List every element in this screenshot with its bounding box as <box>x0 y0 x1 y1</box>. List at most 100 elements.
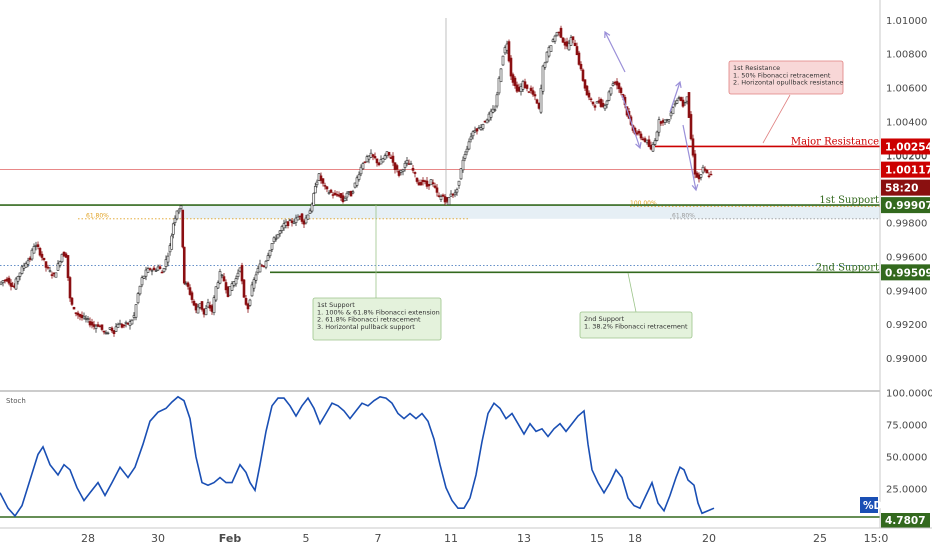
candle-body <box>268 249 272 257</box>
candle-body <box>419 182 423 186</box>
candle-body <box>349 190 353 197</box>
candle-body <box>363 161 367 163</box>
time-tick-label: 7 <box>375 532 382 545</box>
candle-body <box>583 79 587 89</box>
candle-body <box>709 173 713 176</box>
candle-body <box>222 276 226 282</box>
annotation-pointer <box>762 94 791 144</box>
level-badge-bg <box>881 264 930 281</box>
candle-body <box>110 327 114 332</box>
candle-body <box>351 191 355 194</box>
countdown-badge-bg <box>881 179 930 196</box>
annotation-box <box>312 297 442 341</box>
price-pane[interactable]: 61.80%100.00%61.80% Major Resistance1st … <box>0 18 880 341</box>
candle-body <box>312 193 316 206</box>
annotation-line: 2. Horizontal opullback resistance <box>733 79 843 87</box>
candle-body <box>391 155 395 163</box>
candle-body <box>457 180 461 186</box>
candle-body <box>437 195 441 197</box>
candle-body <box>569 37 573 46</box>
annotation-pointer <box>627 272 637 313</box>
candle-body <box>171 223 175 235</box>
price-tick-ghost: 1.00200 <box>886 152 927 163</box>
candle-body <box>675 100 679 104</box>
candle-body <box>96 324 100 327</box>
candle-body <box>467 141 471 150</box>
candle-body <box>18 272 22 277</box>
candle-body <box>56 263 60 271</box>
candle-body <box>120 324 124 328</box>
candle-body <box>236 272 240 277</box>
annotation-title: 1st Resistance <box>733 64 780 72</box>
candle-body <box>266 255 270 261</box>
fib-label: 61.80% <box>86 212 109 219</box>
candle-body <box>250 284 254 297</box>
projection-arrow-up-2-head <box>675 80 682 89</box>
candle-body <box>539 88 543 113</box>
candle-body <box>126 322 130 325</box>
time-axis[interactable]: 28 30 Feb 5 7 11 13 15 18 20 25 15:0 <box>0 527 932 545</box>
candle-body <box>657 119 661 133</box>
time-tick-label: 20 <box>702 532 716 545</box>
candle-body <box>383 155 387 160</box>
candle-body <box>166 255 170 263</box>
annotation-title: 1st Support <box>317 301 355 309</box>
candle-body <box>64 253 68 258</box>
candle-body <box>188 287 192 295</box>
candle-body <box>409 163 413 165</box>
level-badge: 0.99907 <box>885 200 932 212</box>
candle-body <box>617 82 621 90</box>
candle-body <box>228 286 232 296</box>
candle-body <box>3 279 7 282</box>
candle-body <box>238 267 242 272</box>
candle-body <box>691 138 695 156</box>
time-tick-label: 11 <box>444 532 458 545</box>
candle-body <box>653 140 657 145</box>
candle-body <box>447 197 451 205</box>
candle-body <box>274 238 278 240</box>
candle-body <box>218 271 222 284</box>
candle-body <box>290 220 294 223</box>
candle-body <box>413 172 417 174</box>
stoch-series-tag: %D <box>863 500 883 512</box>
candle-body <box>397 170 401 176</box>
price-axis[interactable]: 1.010001.008001.006001.004001.002001.000… <box>860 0 932 528</box>
candle-body <box>411 167 415 171</box>
candle-body <box>459 168 463 180</box>
candle-body <box>112 330 116 335</box>
annotation-line: 1. 100% & 61.8% Fibonacci extension <box>317 309 440 317</box>
candle-body <box>495 94 499 107</box>
level-name: Major Resistance <box>791 136 879 147</box>
candle-body <box>102 330 106 333</box>
candle-body <box>403 162 407 168</box>
level-badge-bg <box>881 138 930 155</box>
candle-body <box>80 314 84 319</box>
candle-body <box>693 153 697 175</box>
candle-body <box>278 230 282 234</box>
price-tick-label: 1.01000 <box>886 16 927 27</box>
candle-body <box>375 158 379 164</box>
level-badge: 1.00254 <box>885 141 932 153</box>
candle-body <box>501 55 505 66</box>
projection-arrows <box>604 30 699 192</box>
candle-body <box>599 99 603 107</box>
stochastic-pane[interactable]: Stoch <box>0 395 880 518</box>
candle-body <box>475 128 479 132</box>
candle-body <box>244 298 248 305</box>
candle-body <box>7 277 11 284</box>
candle-body <box>607 91 611 101</box>
candle-body <box>325 186 329 190</box>
level-name: 1st Support <box>819 195 879 206</box>
time-tick-label: 5 <box>303 532 310 545</box>
candle-body <box>175 210 179 220</box>
candle-body <box>541 65 545 92</box>
candle-body <box>276 233 280 239</box>
candle-body <box>70 297 74 305</box>
candle-body <box>323 185 327 187</box>
candle-body <box>581 69 585 81</box>
candle-body <box>130 319 134 325</box>
candle-body <box>94 325 98 329</box>
candle-body <box>603 105 607 110</box>
candle-body <box>669 112 673 117</box>
